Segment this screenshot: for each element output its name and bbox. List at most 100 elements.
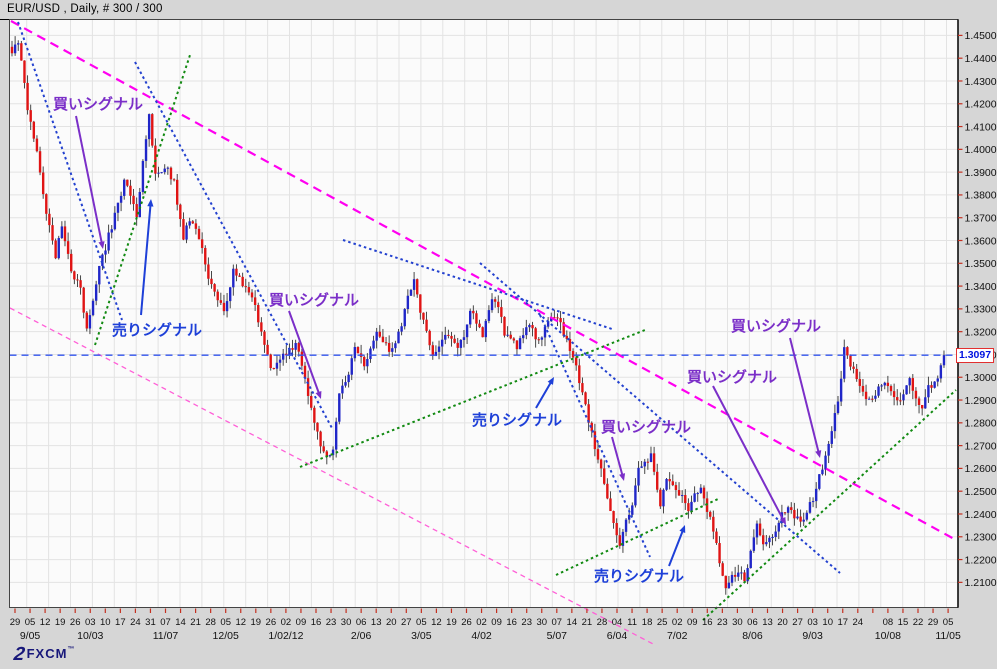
candle-down bbox=[724, 575, 727, 589]
candle-down bbox=[450, 335, 453, 339]
candle-up bbox=[830, 431, 833, 444]
trendline-blue-dotted[interactable] bbox=[539, 314, 651, 558]
candle-down bbox=[79, 280, 82, 288]
candle-down bbox=[534, 328, 537, 340]
candle-up bbox=[57, 238, 60, 259]
annotation-arrow[interactable] bbox=[288, 310, 321, 396]
candle-up bbox=[350, 358, 353, 375]
candle-down bbox=[169, 167, 173, 180]
candle-down bbox=[269, 354, 272, 369]
candle-up bbox=[366, 359, 369, 367]
day-axis-label: 16 bbox=[311, 617, 322, 628]
candle-up bbox=[444, 334, 447, 340]
candle-down bbox=[852, 366, 855, 369]
candle-down bbox=[257, 304, 260, 323]
candle-down bbox=[32, 121, 36, 139]
candle-down bbox=[712, 516, 715, 532]
annotation-arrow[interactable] bbox=[140, 202, 152, 316]
candle-down bbox=[219, 300, 223, 303]
candle-up bbox=[468, 310, 472, 325]
candle-up bbox=[288, 348, 291, 356]
day-axis-label: 17 bbox=[837, 617, 848, 628]
annotation-arrow[interactable] bbox=[712, 385, 786, 522]
trendline-green-dotted[interactable] bbox=[94, 54, 191, 346]
day-axis-label: 30 bbox=[341, 617, 352, 628]
price-axis-label: 1.3200 bbox=[965, 326, 997, 338]
day-axis-label: 24 bbox=[853, 617, 864, 628]
trendline-green-dotted[interactable] bbox=[555, 498, 719, 576]
candle-up bbox=[811, 501, 815, 503]
day-axis-label: 10 bbox=[100, 617, 111, 628]
candle-down bbox=[855, 368, 858, 380]
annotation-label-buy-signal[interactable]: 買いシグナル bbox=[731, 317, 821, 335]
day-axis-label: 02 bbox=[672, 617, 683, 628]
price-axis-label: 1.2400 bbox=[965, 509, 997, 521]
candle-down bbox=[381, 336, 385, 343]
candle-down bbox=[200, 239, 204, 248]
annotation-label-sell-signal[interactable]: 売りシグナル bbox=[594, 567, 684, 585]
annotation-label-buy-signal[interactable]: 買いシグナル bbox=[269, 291, 359, 309]
day-axis-label: 02 bbox=[281, 617, 292, 628]
candle-up bbox=[786, 507, 790, 513]
month-axis-label: 11/05 bbox=[935, 630, 961, 642]
day-axis-label: 20 bbox=[777, 617, 788, 628]
candle-up bbox=[281, 353, 285, 360]
candle-down bbox=[574, 357, 578, 366]
candle-up bbox=[344, 382, 347, 386]
annotation-arrow[interactable] bbox=[668, 528, 685, 567]
trendline-green-dotted[interactable] bbox=[702, 389, 957, 621]
candle-up bbox=[188, 221, 191, 226]
candle-up bbox=[372, 340, 375, 349]
candle-up bbox=[107, 232, 110, 251]
candle-down bbox=[553, 317, 556, 319]
candle-up bbox=[771, 536, 774, 538]
candle-up bbox=[902, 394, 905, 401]
candle-up bbox=[487, 310, 491, 321]
candle-up bbox=[643, 461, 646, 467]
candle-up bbox=[157, 172, 160, 174]
candle-down bbox=[899, 400, 902, 402]
candle-up bbox=[119, 195, 123, 203]
candle-down bbox=[509, 334, 512, 339]
candle-down bbox=[387, 342, 391, 352]
trendline-blue-dotted[interactable] bbox=[479, 262, 841, 574]
candle-down bbox=[238, 275, 241, 277]
candle-up bbox=[649, 453, 653, 462]
day-axis-label: 29 bbox=[10, 617, 21, 628]
candle-up bbox=[13, 44, 17, 54]
candle-up bbox=[506, 334, 509, 336]
annotation-arrow[interactable] bbox=[789, 337, 820, 455]
annotation-arrow[interactable] bbox=[75, 115, 104, 246]
candle-down bbox=[581, 383, 584, 393]
candle-down bbox=[562, 322, 565, 336]
annotation-arrowhead-icon bbox=[147, 199, 154, 207]
annotation-label-buy-signal[interactable]: 買いシグナル bbox=[687, 368, 777, 386]
candle-up bbox=[740, 572, 743, 574]
annotation-label-buy-signal[interactable]: 買いシグナル bbox=[601, 418, 691, 436]
price-axis-label: 1.3900 bbox=[965, 167, 997, 179]
annotation-label-buy-signal[interactable]: 買いシグナル bbox=[53, 95, 143, 113]
candle-down bbox=[129, 185, 132, 196]
candle-up bbox=[693, 493, 696, 502]
trendline-magenta-thin-dashed[interactable] bbox=[9, 307, 656, 646]
candle-up bbox=[637, 467, 640, 486]
annotation-arrow[interactable] bbox=[535, 379, 553, 409]
trendline-blue-dotted[interactable] bbox=[134, 61, 334, 431]
annotation-arrow[interactable] bbox=[611, 436, 624, 478]
plot-area[interactable] bbox=[9, 19, 959, 608]
price-axis-label: 1.2100 bbox=[965, 577, 997, 589]
month-axis-label: 10/03 bbox=[77, 630, 103, 642]
candle-down bbox=[253, 297, 257, 305]
day-axis-label: 05 bbox=[943, 617, 954, 628]
annotation-label-sell-signal[interactable]: 売りシグナル bbox=[472, 411, 562, 429]
candle-up bbox=[696, 493, 699, 495]
candle-down bbox=[674, 485, 678, 491]
candle-up bbox=[521, 335, 525, 339]
day-axis-label: 23 bbox=[717, 617, 728, 628]
candle-up bbox=[814, 488, 818, 502]
candle-down bbox=[20, 43, 23, 61]
trendline-green-dotted[interactable] bbox=[299, 329, 646, 468]
annotation-label-sell-signal[interactable]: 売りシグナル bbox=[112, 321, 202, 339]
candle-down bbox=[846, 347, 849, 356]
